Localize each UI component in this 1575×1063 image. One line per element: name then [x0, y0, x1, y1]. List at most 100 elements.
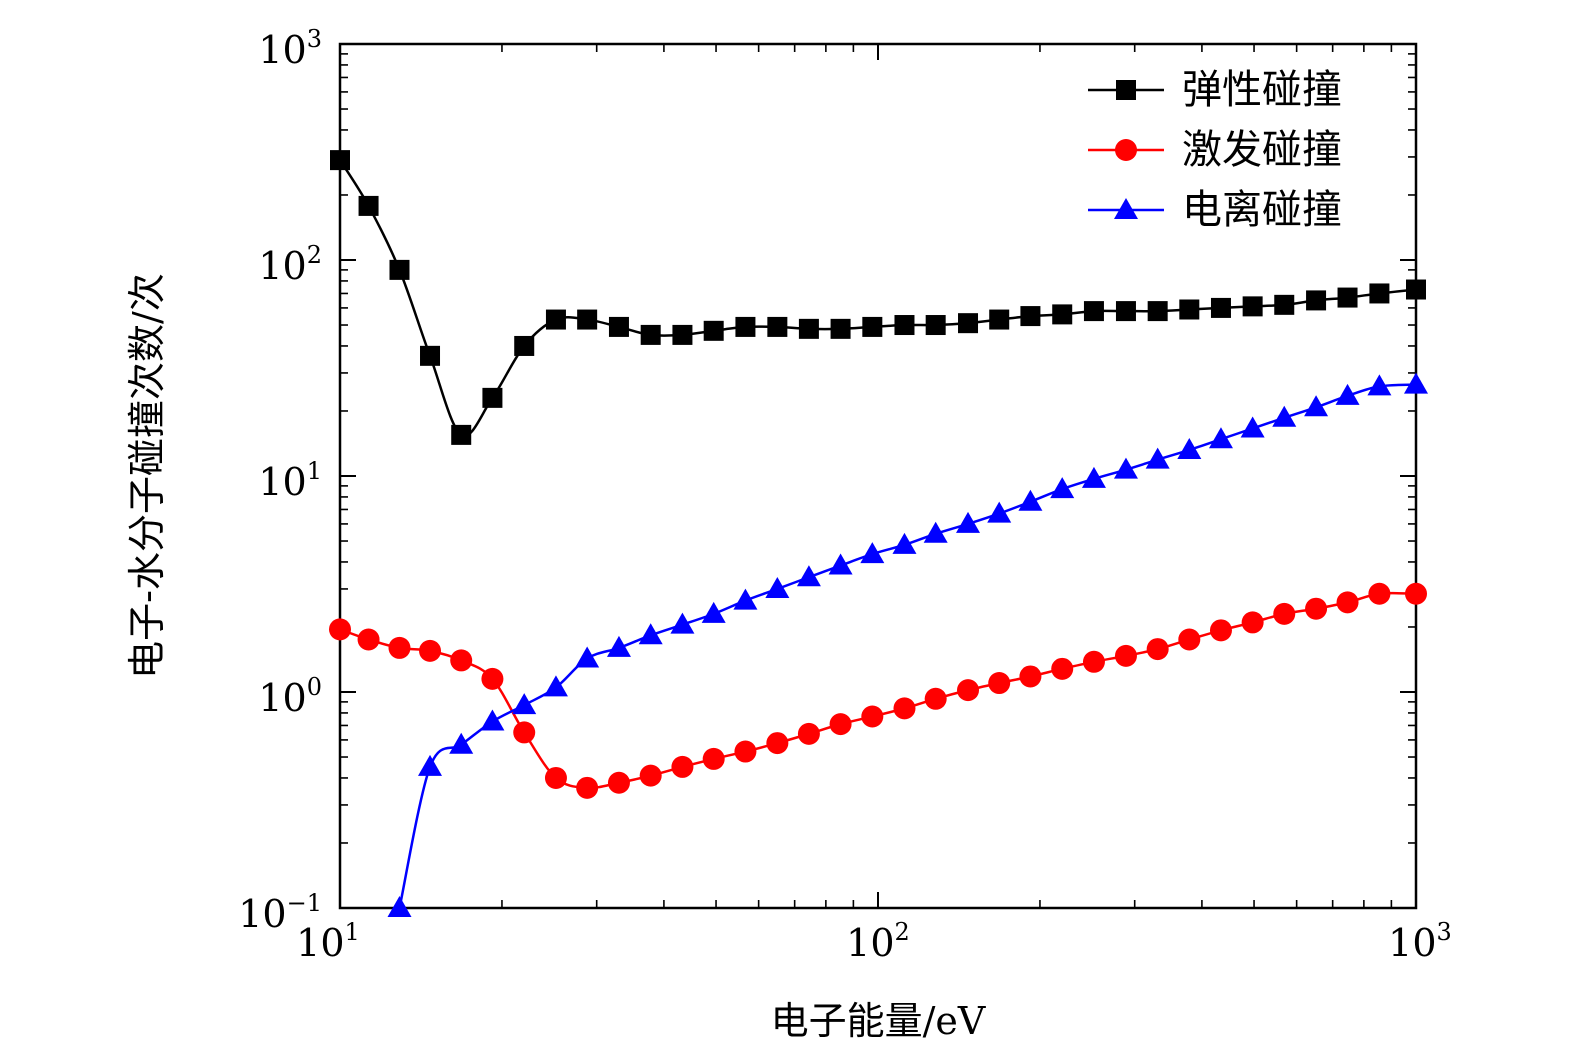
data-point [329, 618, 351, 641]
data-point [1113, 457, 1138, 479]
data-point [1147, 301, 1168, 322]
data-point [1177, 437, 1202, 459]
y-tick-label: 103 [258, 25, 322, 72]
data-point [450, 649, 473, 672]
data-point [767, 316, 788, 337]
data-point [956, 511, 981, 533]
y-tick-label: 101 [258, 457, 322, 504]
data-point [766, 732, 789, 755]
data-point [894, 315, 915, 336]
data-point [989, 309, 1010, 330]
data-point [1274, 294, 1295, 315]
y-tick-label: 100 [258, 673, 322, 720]
data-point [1405, 582, 1427, 605]
data-point [1368, 582, 1391, 605]
data-point [480, 709, 505, 731]
data-point [1018, 489, 1043, 511]
data-point [1115, 301, 1136, 322]
y-tick-label: 10−1 [238, 889, 322, 936]
data-point [1114, 644, 1137, 667]
x-tick-label: 103 [1388, 918, 1452, 965]
data-point [734, 740, 757, 763]
data-point [861, 705, 884, 728]
data-point [607, 771, 630, 794]
data-point [1337, 287, 1358, 308]
y-tick-labels: 10−1 100 101 102 103 [238, 25, 322, 936]
data-point [670, 612, 695, 634]
legend-item-excitation: 激发碰撞 [1088, 127, 1342, 173]
data-point [924, 687, 947, 710]
data-point [512, 693, 537, 715]
data-point [514, 335, 535, 356]
data-point [1083, 301, 1104, 322]
data-point [1367, 374, 1392, 396]
x-tick-label: 101 [296, 918, 360, 965]
legend: 弹性碰撞 激发碰撞 电离碰撞 [1088, 67, 1342, 233]
data-point [1241, 611, 1264, 634]
legend-marker-square [1116, 80, 1136, 100]
data-point [701, 601, 726, 623]
data-point [449, 732, 474, 754]
data-point [1272, 405, 1297, 427]
data-point [892, 532, 917, 554]
data-point [988, 672, 1011, 695]
data-point [703, 320, 724, 341]
y-axis-title: 电子-水分子碰撞次数/次 [125, 273, 169, 679]
x-tick-label: 102 [846, 918, 910, 965]
series-circle [329, 582, 1427, 799]
plot-area [338, 42, 1418, 910]
data-point [544, 766, 567, 789]
data-point [1081, 466, 1106, 488]
legend-label-ionization: 电离碰撞 [1182, 187, 1342, 233]
legend-item-elastic: 弹性碰撞 [1088, 67, 1342, 113]
data-point [1020, 306, 1041, 327]
data-point [389, 259, 410, 280]
data-point [893, 697, 916, 720]
data-point [451, 424, 472, 445]
data-point [830, 318, 851, 339]
data-point [923, 521, 948, 543]
data-point [358, 195, 379, 216]
data-point [862, 316, 883, 337]
data-point [608, 316, 629, 337]
data-point [1335, 383, 1360, 405]
data-point [357, 628, 380, 651]
x-axis-title: 电子能量/eV [771, 999, 986, 1043]
data-point [1019, 665, 1042, 688]
data-point [640, 324, 661, 345]
legend-marker-triangle [1114, 198, 1138, 219]
data-point [798, 318, 819, 339]
minor-ticks [340, 44, 1416, 908]
data-point [829, 713, 852, 736]
data-point [388, 636, 411, 659]
data-point [1336, 591, 1359, 614]
data-point [330, 150, 350, 171]
data-point [513, 721, 536, 744]
legend-item-ionization: 电离碰撞 [1088, 187, 1342, 233]
legend-label-excitation: 激发碰撞 [1182, 127, 1342, 173]
data-point [1404, 372, 1428, 394]
data-point [702, 747, 725, 770]
data-point [1240, 416, 1265, 438]
legend-marker-circle [1115, 139, 1137, 161]
data-point [957, 679, 980, 702]
data-point [543, 675, 568, 697]
data-point [545, 309, 566, 330]
data-point [797, 722, 820, 745]
data-point [987, 501, 1012, 523]
data-point [1178, 628, 1201, 651]
data-point [639, 764, 662, 787]
data-point [1306, 290, 1327, 311]
data-point [420, 345, 441, 366]
data-point [1209, 619, 1232, 642]
data-point [1208, 427, 1233, 449]
data-point [575, 646, 600, 668]
legend-label-elastic: 弹性碰撞 [1182, 67, 1342, 113]
data-point [672, 324, 693, 345]
data-point [796, 565, 821, 587]
y-tick-label: 102 [258, 241, 322, 288]
data-point [735, 316, 756, 337]
data-point [1050, 477, 1075, 499]
data-point [418, 754, 443, 776]
data-point [958, 313, 979, 334]
